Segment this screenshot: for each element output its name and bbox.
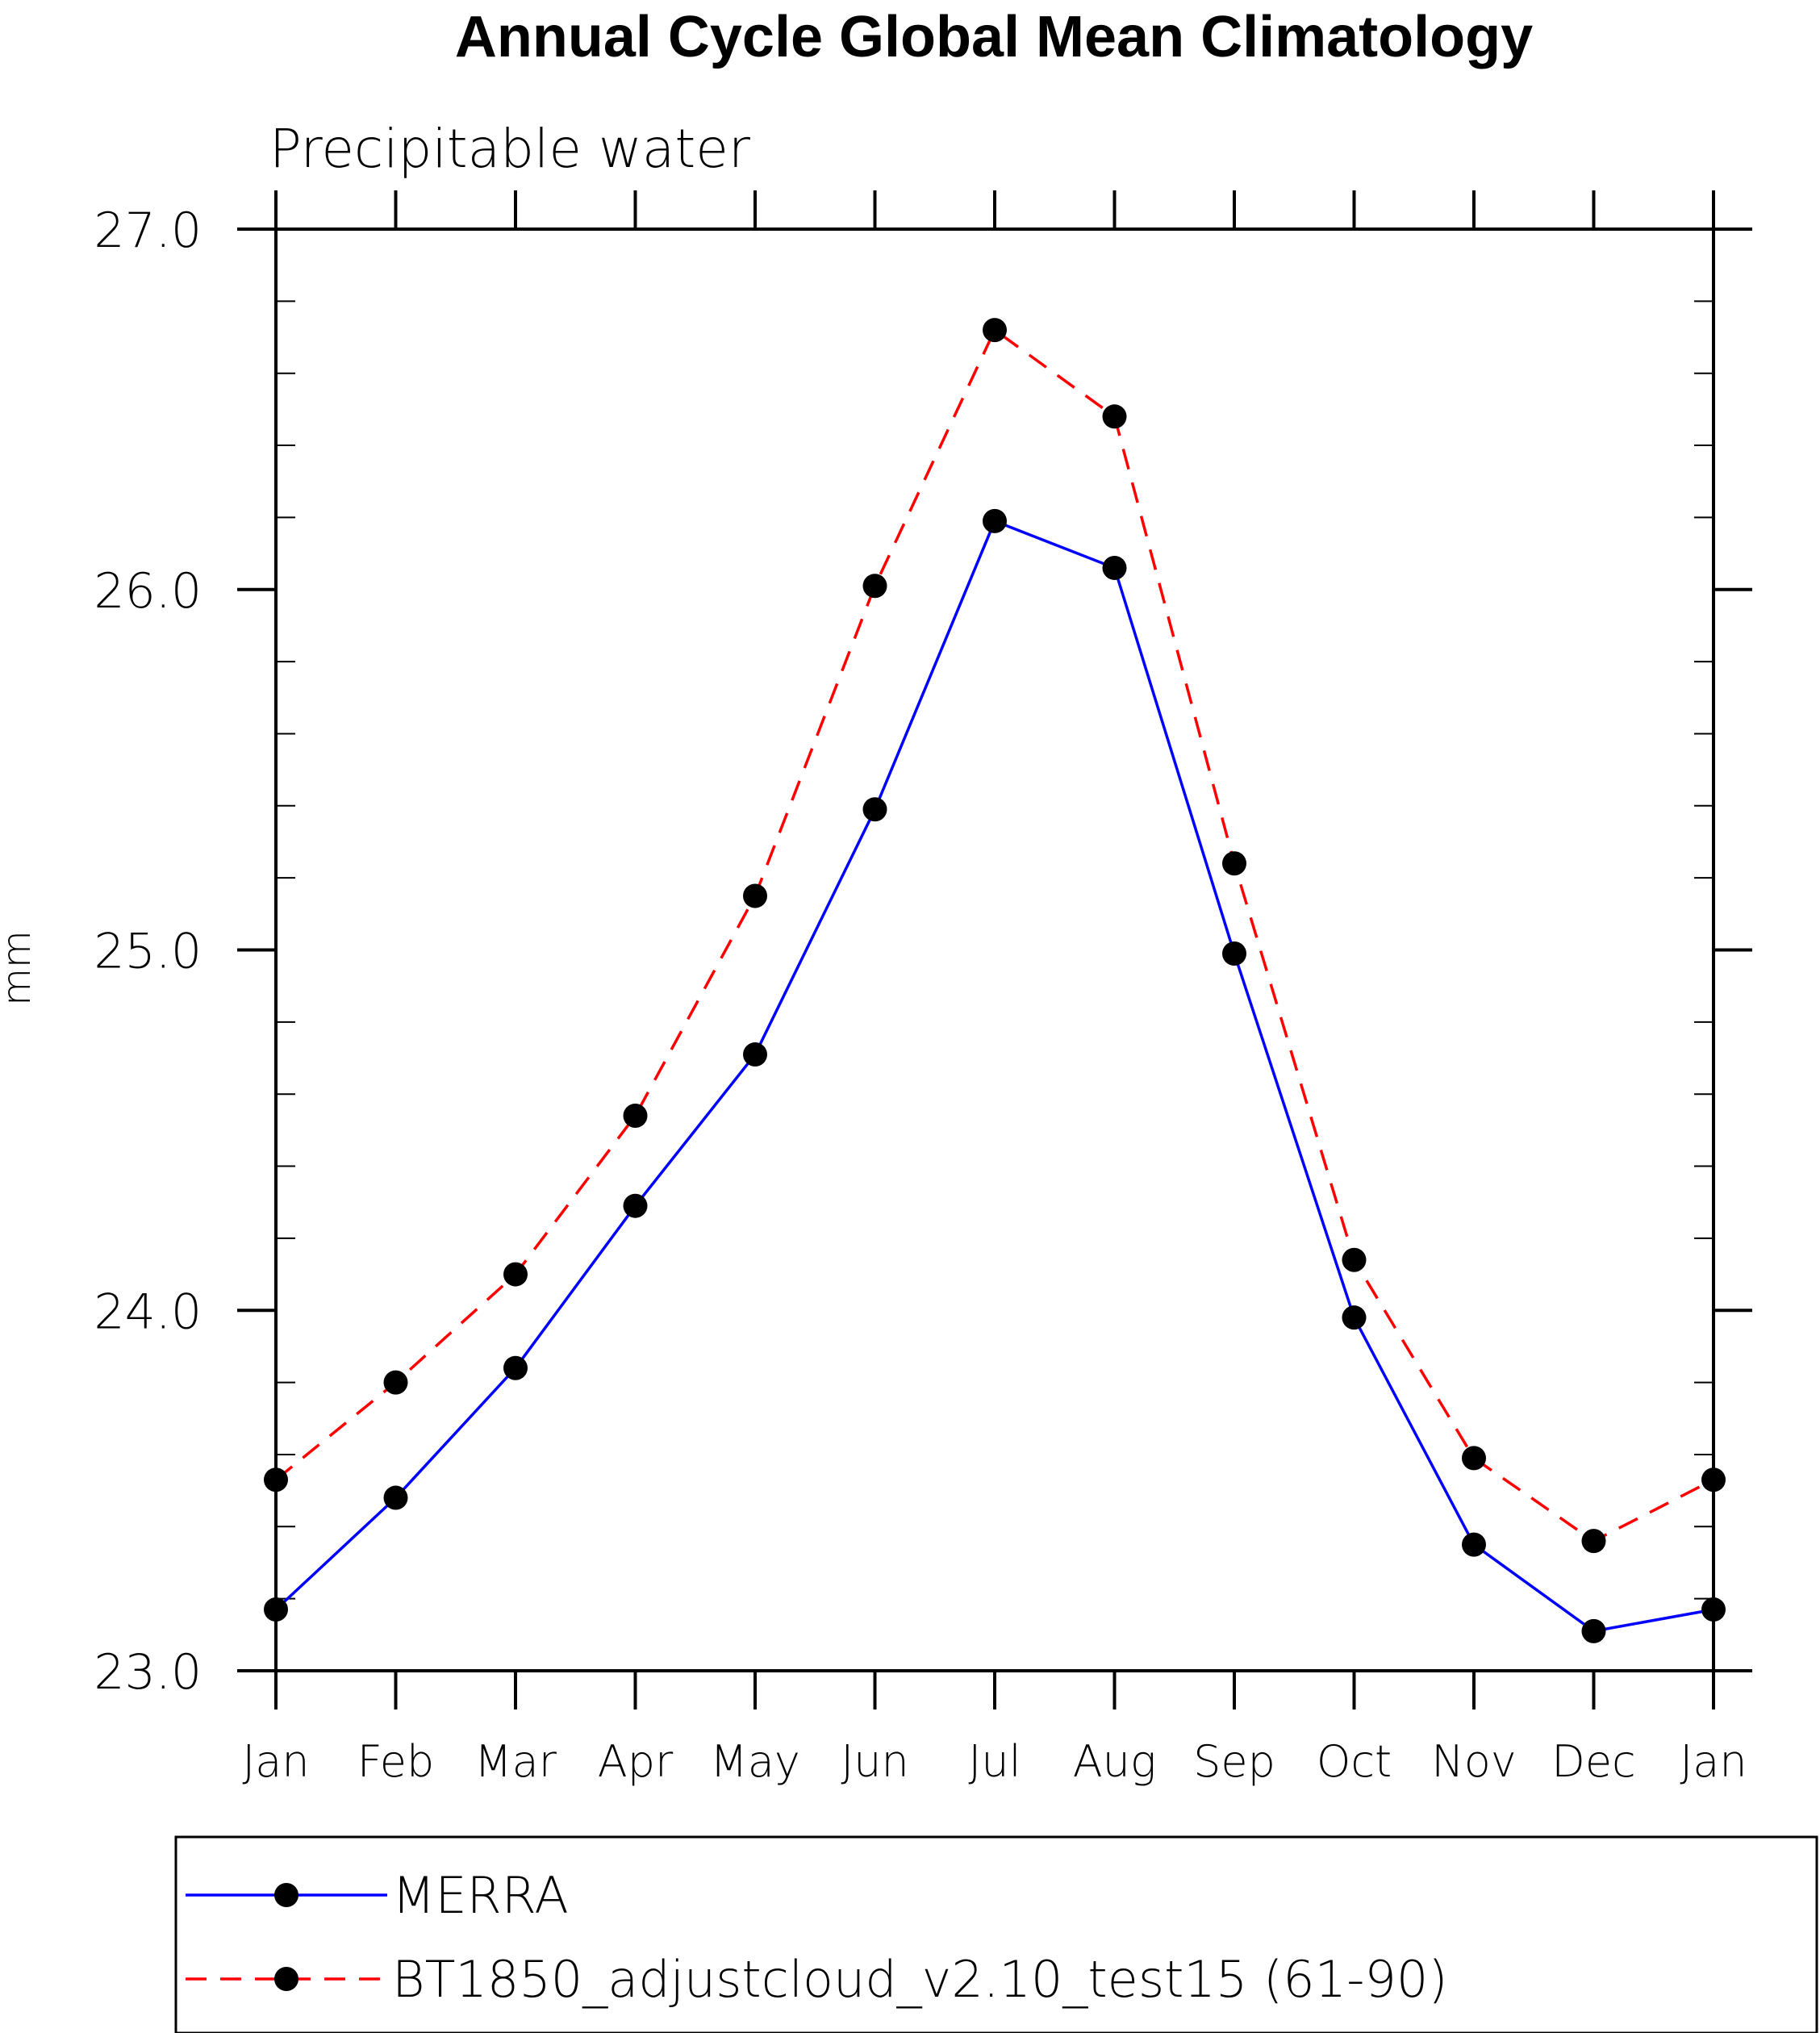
- y-tick-label: 23.0: [94, 1644, 202, 1701]
- y-axis-label: mm: [0, 930, 40, 1006]
- x-tick-label: Jun: [841, 1736, 908, 1787]
- x-tick-label: Jan: [1680, 1736, 1747, 1787]
- chart-title: Annual Cycle Global Mean Climatology: [455, 5, 1533, 69]
- data-point-series-1: [264, 1467, 288, 1492]
- data-point-series-0: [862, 797, 887, 822]
- x-tick-label: Mar: [474, 1736, 557, 1787]
- x-tick-label: Sep: [1193, 1736, 1275, 1787]
- x-tick-label: Apr: [598, 1736, 674, 1787]
- data-point-series-1: [1102, 404, 1127, 429]
- y-tick-label: 27.0: [94, 202, 202, 259]
- x-tick-label: Jul: [968, 1736, 1021, 1787]
- y-tick-label: 26.0: [94, 563, 202, 620]
- y-tick-label: 25.0: [94, 924, 202, 980]
- data-point-series-1: [743, 883, 767, 908]
- data-point-series-1: [1222, 851, 1246, 876]
- series-line-0: [274, 519, 1714, 1633]
- data-point-series-0: [1462, 1532, 1486, 1557]
- data-point-series-0: [623, 1193, 648, 1218]
- data-point-series-0: [1701, 1597, 1726, 1622]
- data-point-series-1: [1462, 1446, 1486, 1471]
- legend-label-bt1850: BT1850_adjustcloud_v2.10_test15 (61-90): [392, 1950, 1448, 2009]
- legend-marker-merra: [274, 1883, 298, 1907]
- data-point-series-0: [503, 1355, 528, 1380]
- plot-frame: [274, 228, 1715, 1672]
- data-point-series-0: [264, 1597, 288, 1622]
- data-point-series-0: [743, 1042, 767, 1067]
- data-point-series-1: [1342, 1247, 1367, 1272]
- data-point-series-1: [503, 1262, 528, 1287]
- data-point-series-0: [383, 1485, 408, 1510]
- x-tick-label: Aug: [1073, 1736, 1157, 1787]
- data-point-series-0: [1102, 555, 1127, 580]
- x-tick-label: May: [710, 1736, 800, 1787]
- x-tick-label: Oct: [1317, 1736, 1392, 1787]
- x-tick-label: Feb: [357, 1736, 435, 1787]
- legend-label-merra: MERRA: [392, 1866, 569, 1925]
- series-markers: [264, 318, 1726, 1643]
- data-point-series-1: [1701, 1467, 1726, 1492]
- legend: MERRA BT1850_adjustcloud_v2.10_test15 (6…: [174, 1835, 1818, 2033]
- axes: Jan Feb Mar Apr May Jun Jul Aug Sep Oct Nov Dec Jan 2…: [94, 190, 1752, 1787]
- data-point-series-0: [1222, 941, 1246, 966]
- data-point-series-1: [1581, 1529, 1606, 1554]
- x-tick-label: Dec: [1551, 1736, 1636, 1787]
- y-tick-label: 24.0: [94, 1284, 202, 1340]
- x-tick-label: Jan: [242, 1736, 309, 1787]
- chart-subtitle: Precipitable water: [269, 118, 751, 180]
- legend-marker-bt1850: [274, 1967, 298, 1991]
- legend-box: [174, 1835, 1818, 2033]
- data-point-series-1: [383, 1370, 408, 1395]
- data-point-series-0: [1342, 1305, 1367, 1330]
- data-point-series-1: [623, 1104, 648, 1129]
- data-point-series-1: [983, 318, 1007, 343]
- data-point-series-0: [1581, 1618, 1606, 1643]
- data-point-series-1: [862, 574, 887, 599]
- data-point-series-0: [983, 508, 1007, 533]
- x-tick-label: Nov: [1431, 1736, 1516, 1787]
